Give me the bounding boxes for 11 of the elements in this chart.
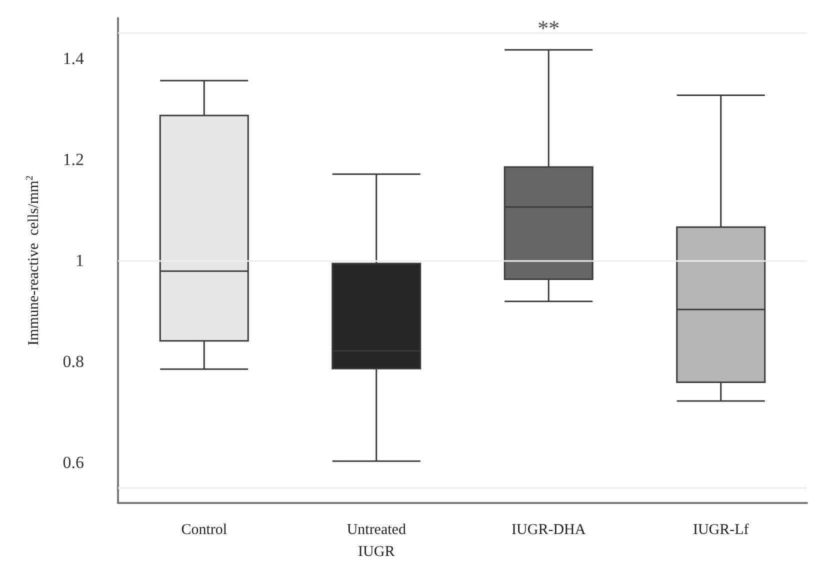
x-tick-label: IUGR-DHA (512, 522, 586, 538)
x-tick-label: Control (181, 522, 228, 538)
annotation: ** (538, 16, 560, 41)
y-tick-label: 1.2 (62, 150, 84, 169)
y-tick-label: 1.4 (62, 48, 84, 68)
x-tick-label: IUGR-Lf (692, 522, 749, 538)
y-tick-label: 1 (76, 251, 84, 270)
y-tick-label: 0.8 (62, 352, 84, 372)
y-axis-title: Immune-reactive cells/mm2 (24, 176, 42, 346)
y-tick-label: 0.6 (62, 453, 84, 472)
x-tick-label: Untreated IUGR (346, 522, 406, 560)
